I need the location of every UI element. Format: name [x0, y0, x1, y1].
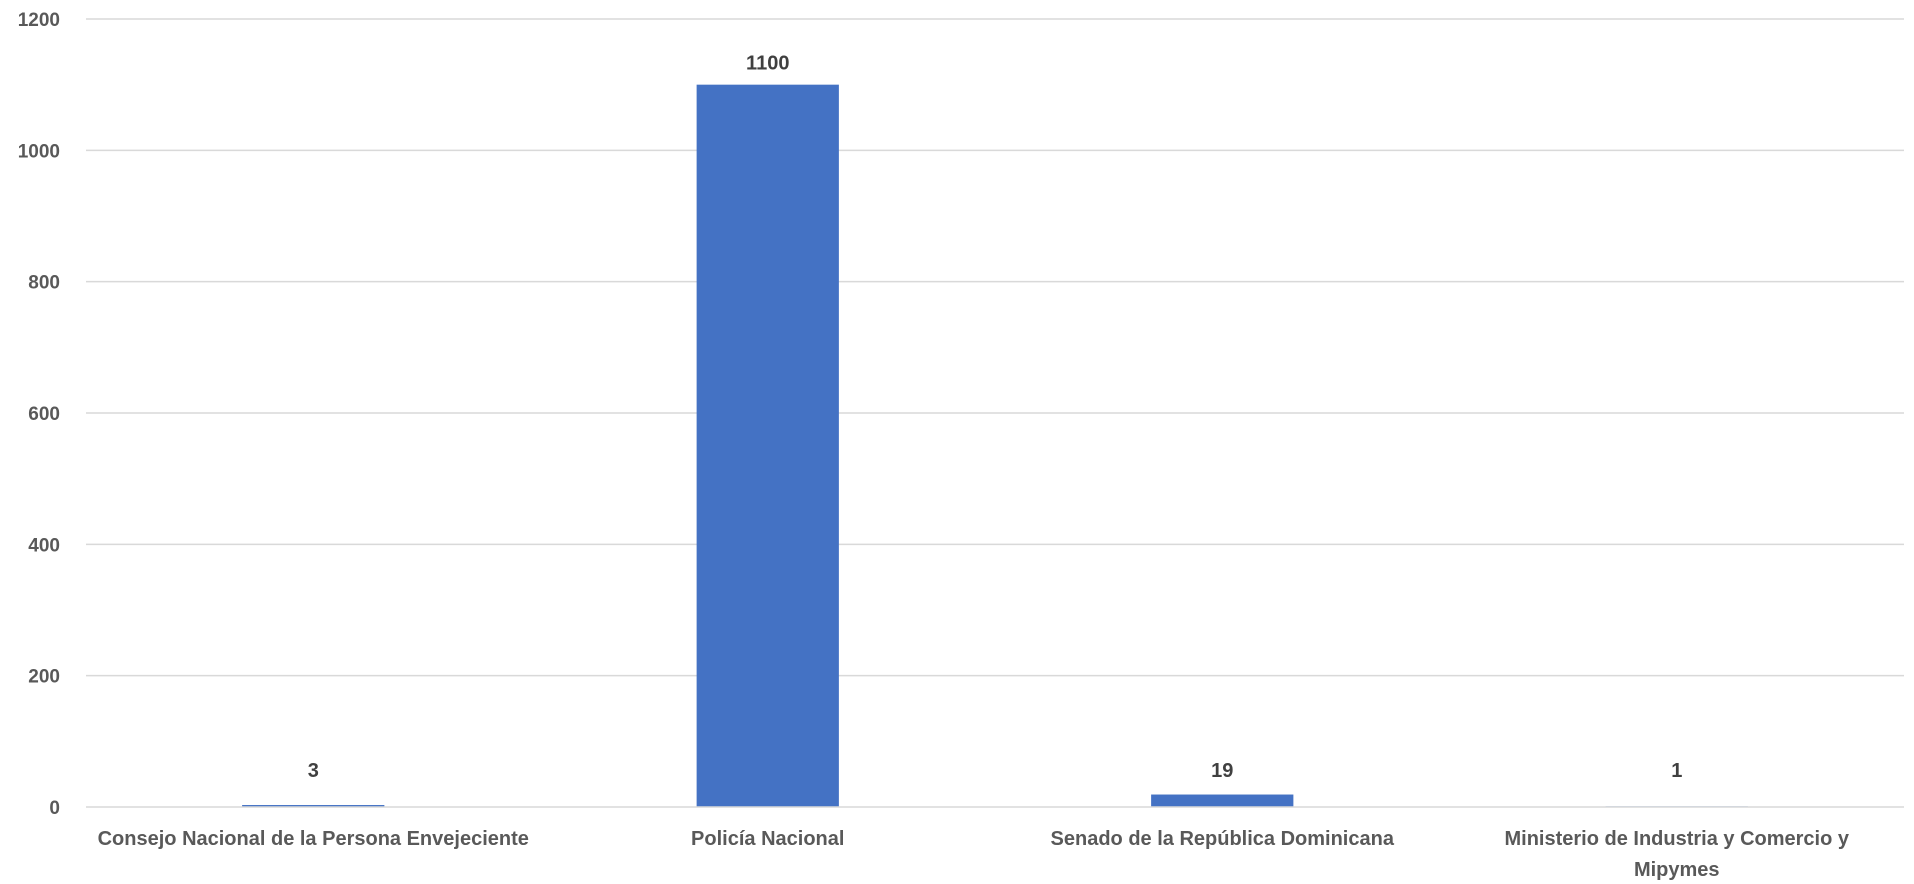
y-tick-label: 1000 — [18, 141, 60, 162]
x-category-label: Consejo Nacional de la Persona Envejecie… — [98, 828, 529, 850]
y-axis-ticks: 0 200 400 600 800 1000 1200 — [18, 10, 60, 819]
y-tick-label: 800 — [28, 273, 60, 294]
bar — [1151, 794, 1294, 807]
x-category-label: Mipymes — [1634, 859, 1720, 881]
x-category-label: Ministerio de Industria y Comercio y — [1504, 828, 1849, 850]
y-tick-label: 600 — [28, 404, 60, 425]
data-labels: 3 1100 19 1 — [308, 53, 1683, 782]
x-category-label: Senado de la República Dominicana — [1051, 828, 1395, 850]
y-tick-label: 1200 — [18, 10, 60, 31]
data-label: 1100 — [746, 53, 789, 75]
bars — [242, 84, 1748, 807]
y-tick-label: 400 — [28, 535, 60, 556]
data-label: 3 — [308, 760, 319, 782]
y-tick-label: 200 — [28, 667, 60, 688]
data-label: 1 — [1671, 760, 1682, 782]
x-axis-categories: Consejo Nacional de la Persona Envejecie… — [98, 828, 1850, 881]
y-tick-label: 0 — [49, 798, 60, 819]
gridlines — [86, 18, 1904, 677]
data-label: 19 — [1211, 760, 1233, 782]
x-category-label: Policía Nacional — [691, 828, 844, 850]
bar — [242, 805, 385, 807]
bar — [696, 84, 839, 807]
